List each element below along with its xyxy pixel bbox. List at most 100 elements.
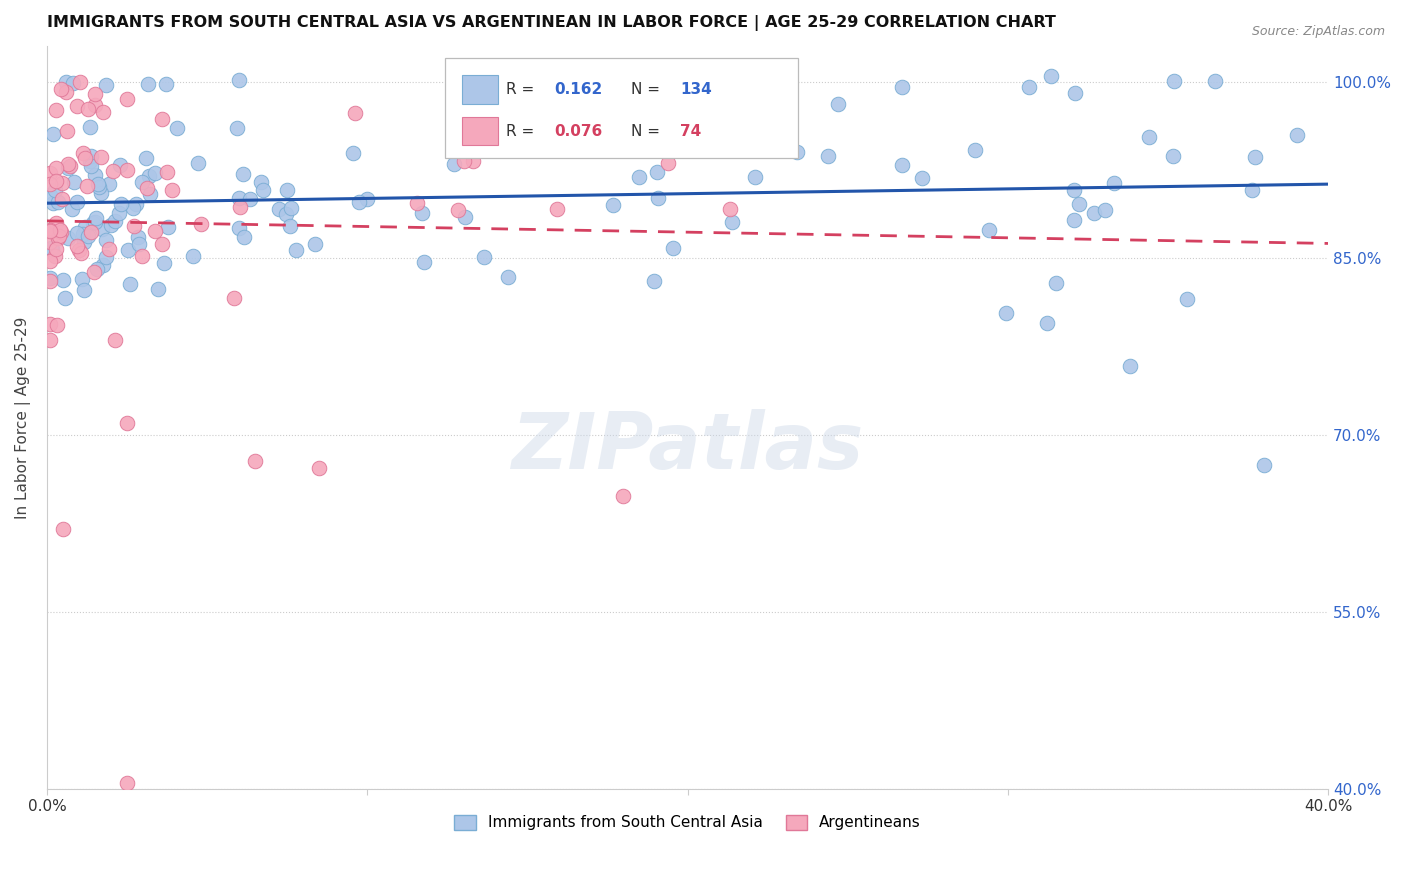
Point: [139, 187, 162, 202]
Point: [228, 72, 250, 87]
Point: [1036, 317, 1059, 331]
Point: [96, 251, 118, 265]
Text: 134: 134: [681, 82, 711, 97]
Point: [62, 76, 84, 90]
Point: [90, 150, 112, 164]
Point: [278, 219, 301, 233]
Point: [52, 273, 75, 287]
Point: [411, 206, 433, 220]
Point: [87, 180, 110, 194]
Point: [308, 461, 330, 475]
Point: [1018, 79, 1040, 94]
Point: [643, 274, 665, 288]
Point: [1083, 206, 1105, 220]
Point: [115, 163, 138, 178]
Point: [104, 214, 127, 228]
Y-axis label: In Labor Force | Age 25-29: In Labor Force | Age 25-29: [15, 317, 31, 518]
Point: [79, 153, 101, 168]
Point: [453, 211, 475, 225]
Point: [1241, 183, 1264, 197]
Point: [127, 230, 149, 244]
Point: [131, 248, 153, 262]
Point: [413, 255, 436, 269]
Point: [86, 262, 108, 277]
Point: [39, 333, 62, 347]
Point: [156, 164, 179, 178]
Point: [83, 265, 105, 279]
Point: [1253, 458, 1275, 472]
Point: [90, 186, 112, 200]
Point: [52, 522, 75, 536]
Point: [80, 149, 103, 163]
Point: [72, 227, 94, 241]
Point: [135, 151, 157, 165]
Point: [1175, 293, 1198, 307]
Point: [356, 192, 378, 206]
Point: [342, 145, 364, 160]
Point: [274, 207, 297, 221]
Point: [1204, 74, 1226, 88]
Point: [91, 104, 114, 119]
Point: [51, 176, 73, 190]
Point: [786, 145, 808, 159]
Point: [453, 153, 475, 168]
Point: [117, 243, 139, 257]
Point: [224, 291, 246, 305]
Text: Source: ZipAtlas.com: Source: ZipAtlas.com: [1251, 25, 1385, 38]
Point: [84, 215, 107, 229]
Point: [98, 242, 121, 256]
Point: [79, 120, 101, 134]
Point: [243, 454, 266, 468]
Point: [42, 196, 65, 211]
Point: [67, 244, 90, 258]
Point: [73, 283, 96, 297]
Point: [496, 270, 519, 285]
Point: [657, 156, 679, 170]
Point: [233, 230, 256, 244]
Point: [103, 164, 125, 178]
Point: [66, 239, 89, 253]
Point: [66, 98, 89, 112]
Point: [461, 154, 484, 169]
Point: [443, 156, 465, 170]
Point: [513, 80, 536, 95]
Point: [73, 235, 96, 249]
Point: [153, 256, 176, 270]
Legend: Immigrants from South Central Asia, Argentineans: Immigrants from South Central Asia, Arge…: [449, 809, 927, 837]
Point: [891, 79, 914, 94]
Point: [150, 112, 173, 127]
Point: [136, 77, 159, 91]
Point: [963, 143, 986, 157]
Point: [1119, 359, 1142, 373]
Point: [83, 87, 105, 101]
Point: [269, 202, 291, 216]
Point: [1045, 277, 1067, 291]
Point: [541, 129, 564, 144]
Point: [104, 334, 127, 348]
Point: [84, 168, 107, 182]
Point: [100, 218, 122, 232]
Point: [143, 224, 166, 238]
Point: [744, 170, 766, 185]
Point: [1244, 150, 1267, 164]
Point: [1094, 202, 1116, 217]
Point: [225, 120, 247, 135]
Point: [56, 231, 79, 245]
Text: R =: R =: [506, 82, 538, 97]
Point: [190, 217, 212, 231]
Text: ZIPatlas: ZIPatlas: [512, 409, 863, 485]
Point: [73, 151, 96, 165]
Point: [1102, 176, 1125, 190]
Point: [84, 97, 107, 112]
Point: [49, 225, 72, 239]
Point: [46, 231, 69, 245]
Point: [45, 103, 67, 118]
Point: [733, 76, 755, 90]
Point: [44, 249, 66, 263]
Point: [612, 490, 634, 504]
Point: [55, 124, 77, 138]
Text: IMMIGRANTS FROM SOUTH CENTRAL ASIA VS ARGENTINEAN IN LABOR FORCE | AGE 25-29 COR: IMMIGRANTS FROM SOUTH CENTRAL ASIA VS AR…: [46, 15, 1056, 31]
Point: [817, 149, 839, 163]
Text: R =: R =: [506, 123, 538, 138]
Point: [48, 194, 70, 209]
